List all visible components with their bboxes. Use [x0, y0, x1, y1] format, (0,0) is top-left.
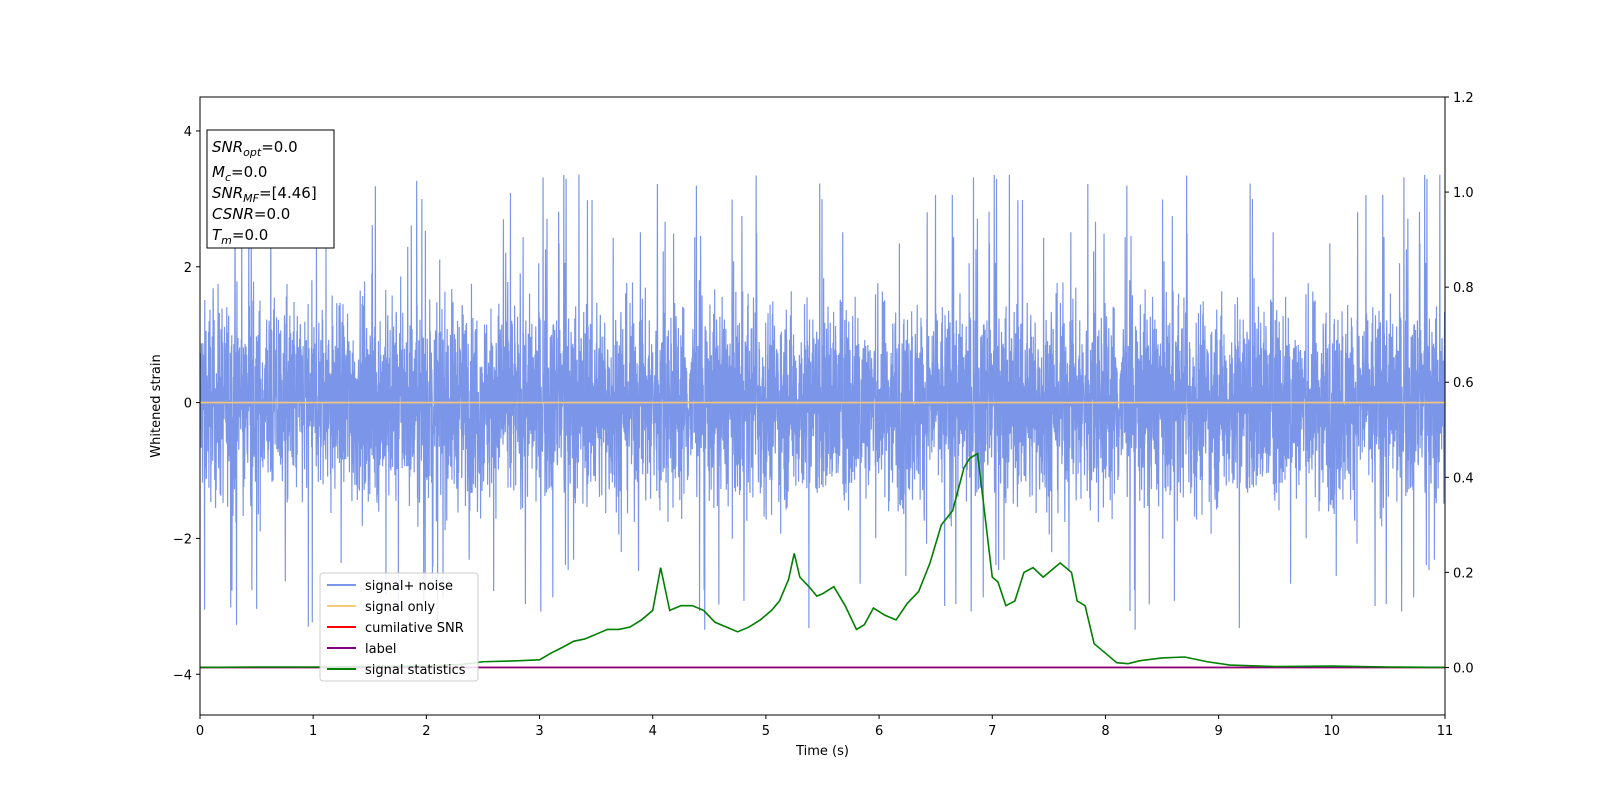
legend-label: signal+ noise — [365, 579, 453, 594]
series-signal-noise — [199, 174, 1446, 630]
y2-tick-label: 0.0 — [1453, 661, 1474, 676]
y-tick-label: −2 — [173, 532, 192, 547]
legend-label: label — [365, 642, 396, 657]
x-axis: 0 1 2 3 4 5 6 7 8 9 10 11 — [196, 715, 1453, 739]
y2-tick-label: 0.8 — [1453, 281, 1474, 296]
stats-box-frame — [206, 129, 335, 249]
y2-tick-label: 0.2 — [1453, 566, 1474, 581]
y-tick-label: 4 — [184, 125, 192, 140]
x-tick-label: 4 — [649, 724, 657, 739]
y-axis-left: −4 −2 0 2 4 — [173, 125, 200, 683]
series-signal-statistics — [199, 452, 1446, 669]
x-tick-label: 1 — [309, 724, 317, 739]
stats-line: Mc=0.0 — [212, 163, 267, 184]
x-axis-label: Time (s) — [795, 744, 849, 759]
x-tick-label: 3 — [535, 724, 543, 739]
x-tick-label: 10 — [1324, 724, 1341, 739]
legend-label: cumilative SNR — [365, 621, 464, 636]
x-tick-label: 5 — [762, 724, 770, 739]
legend-label: signal only — [365, 600, 435, 615]
axes-frame — [199, 96, 1446, 716]
x-tick-label: 9 — [1214, 724, 1222, 739]
stats-line: SNRopt=0.0 — [212, 138, 298, 159]
y2-tick-label: 0.6 — [1453, 376, 1474, 391]
x-tick-label: 2 — [422, 724, 430, 739]
stats-line: Tm=0.0 — [212, 226, 268, 247]
x-tick-label: 7 — [988, 724, 996, 739]
x-tick-label: 11 — [1437, 724, 1454, 739]
y-axis-label: Whitened strain — [149, 354, 164, 457]
x-tick-label: 8 — [1101, 724, 1109, 739]
legend-frame — [319, 572, 479, 682]
y-tick-label: 0 — [184, 397, 192, 412]
legend: signal+ noise signal only cumilative SNR la… — [319, 572, 479, 682]
stats-line: SNRMF=[4.46] — [212, 184, 317, 205]
y-axis-right: 0.0 0.2 0.4 0.6 0.8 1.0 1.2 — [1445, 91, 1474, 676]
x-tick-label: 6 — [875, 724, 883, 739]
x-tick-label: 0 — [196, 724, 204, 739]
legend-label: signal statistics — [365, 663, 466, 678]
y2-tick-label: 1.0 — [1453, 186, 1474, 201]
y-tick-label: −4 — [173, 668, 192, 683]
y-tick-label: 2 — [184, 261, 192, 276]
y2-tick-label: 1.2 — [1453, 91, 1474, 106]
stats-line: CSNR=0.0 — [212, 205, 290, 223]
y2-tick-label: 0.4 — [1453, 471, 1474, 486]
